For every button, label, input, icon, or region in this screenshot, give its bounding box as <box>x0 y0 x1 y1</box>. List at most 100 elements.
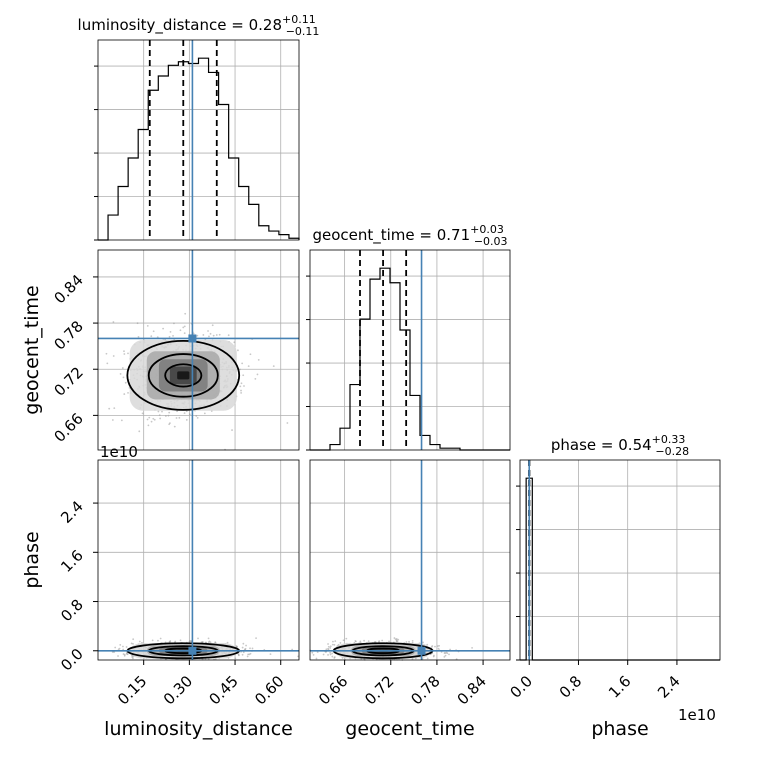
sample-point <box>240 382 243 385</box>
x-tick-label-luminosity_distance: 0.30 <box>160 672 196 708</box>
histogram-panel-phase <box>516 459 721 661</box>
x-tick-label-luminosity_distance: 0.15 <box>114 672 150 708</box>
sample-point <box>161 410 163 413</box>
sample-point <box>329 645 332 648</box>
sample-point <box>122 376 125 379</box>
y-tick-label-phase: 2.4 <box>57 497 87 527</box>
sample-point <box>240 392 243 394</box>
sample-point <box>331 652 334 655</box>
sample-point <box>431 645 434 647</box>
sample-point <box>169 330 172 333</box>
sample-point <box>212 334 215 337</box>
sample-point <box>114 646 117 649</box>
sample-point <box>152 417 155 420</box>
truth-marker <box>188 334 197 343</box>
sample-point <box>233 341 236 344</box>
y-axis-label-geocent_time: geocent_time <box>21 285 43 414</box>
x-tick-label-geocent_time: 0.78 <box>407 672 443 708</box>
y-tick-label-geocent_time: 0.72 <box>50 363 86 399</box>
x-axis-label-phase: phase <box>591 718 648 740</box>
sample-point <box>122 645 124 648</box>
sample-point <box>312 653 315 656</box>
sample-point <box>443 656 446 658</box>
sample-point <box>164 415 167 417</box>
panel-frame <box>519 459 721 661</box>
sample-point <box>176 410 179 413</box>
contour-86% <box>147 353 219 398</box>
x-axis-label-luminosity_distance: luminosity_distance <box>104 718 293 740</box>
sample-point <box>106 362 109 365</box>
sample-point <box>132 638 135 641</box>
title-lower-error: −0.11 <box>286 25 320 38</box>
sample-point <box>167 414 170 417</box>
sample-point <box>237 349 239 352</box>
sample-point <box>243 648 246 651</box>
sample-point <box>316 651 319 653</box>
sample-point <box>405 641 408 643</box>
sample-point <box>108 407 111 410</box>
sample-point <box>393 637 396 639</box>
sample-point <box>257 358 260 361</box>
sample-point <box>146 324 149 327</box>
sample-point <box>132 643 134 645</box>
sample-point <box>247 365 250 367</box>
sample-point <box>381 639 384 642</box>
sample-point <box>286 422 289 424</box>
sample-point <box>126 653 129 656</box>
sample-point <box>433 654 435 657</box>
sample-point <box>325 648 328 651</box>
sample-point <box>179 329 182 332</box>
sample-point <box>150 335 153 338</box>
sample-point <box>333 643 336 646</box>
sample-point <box>322 653 325 656</box>
sample-point <box>185 410 188 413</box>
sample-point <box>183 332 186 335</box>
sample-point <box>152 330 155 333</box>
sample-point <box>234 657 237 660</box>
sample-point <box>231 429 233 431</box>
title-upper-error: +0.11 <box>282 13 316 26</box>
y-tick-label-geocent_time: 0.84 <box>50 271 86 307</box>
sample-point <box>182 326 185 329</box>
sample-point <box>395 638 398 640</box>
sample-point <box>208 640 211 643</box>
sample-point <box>242 642 245 645</box>
sample-point <box>339 642 342 644</box>
sample-point <box>119 373 122 375</box>
sample-point <box>332 640 334 643</box>
sample-point <box>226 641 229 644</box>
sample-point <box>169 422 171 425</box>
sample-point <box>113 407 116 410</box>
x-tick-label-luminosity_distance: 0.60 <box>251 672 287 708</box>
sample-point <box>150 420 153 423</box>
sample-point <box>123 654 126 657</box>
sample-point <box>329 653 332 656</box>
histogram-panel-geocent_time <box>306 249 511 451</box>
sample-point <box>209 332 212 335</box>
x-tick-label-phase: 1.6 <box>605 672 635 702</box>
sample-point <box>355 640 357 643</box>
sample-point <box>251 647 254 650</box>
sample-point <box>215 334 218 336</box>
sample-point <box>327 643 329 645</box>
sample-point <box>247 653 249 656</box>
sample-point <box>297 655 300 658</box>
sample-point <box>395 640 398 643</box>
sample-point <box>111 419 114 421</box>
sample-point <box>241 646 244 649</box>
sample-point <box>246 655 249 658</box>
sample-point <box>337 643 340 646</box>
title-main: geocent_time = 0.71 <box>312 226 470 245</box>
sample-point <box>123 393 126 395</box>
sample-point <box>157 410 160 413</box>
sample-point <box>147 424 150 427</box>
sample-point <box>359 640 362 643</box>
panel-frame <box>309 459 511 661</box>
scatter-panel-luminosity_distance-phase <box>97 459 300 661</box>
histogram-panel-luminosity_distance <box>94 39 300 241</box>
sample-point <box>123 353 126 355</box>
sample-point <box>151 639 154 642</box>
sample-point <box>311 651 314 654</box>
sample-point <box>327 645 330 648</box>
sample-point <box>207 637 210 640</box>
